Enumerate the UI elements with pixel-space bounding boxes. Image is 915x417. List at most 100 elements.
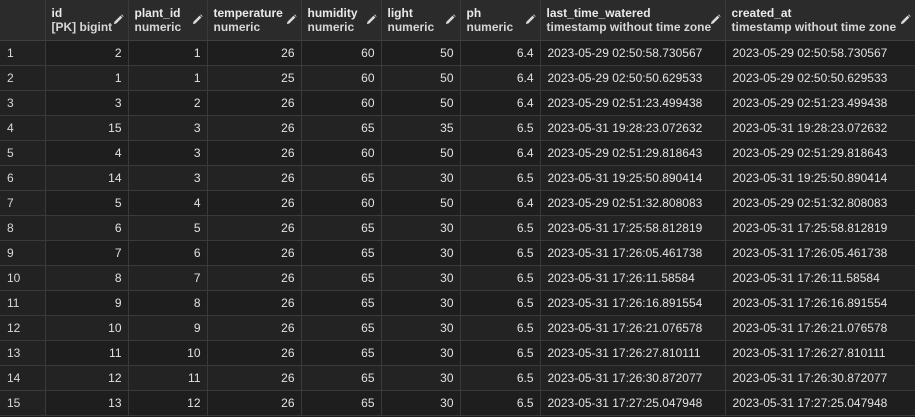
plant-id-cell[interactable]: 3	[128, 165, 208, 191]
light-cell[interactable]: 30	[381, 215, 461, 241]
ph-cell[interactable]: 6.5	[460, 215, 541, 241]
row-number-cell[interactable]: 6	[0, 165, 46, 191]
humidity-cell[interactable]: 65	[301, 365, 382, 391]
pencil-icon[interactable]	[525, 12, 536, 25]
row-number-cell[interactable]: 2	[0, 65, 46, 91]
created-at-cell[interactable]: 2023-05-31 17:26:27.810111	[725, 340, 915, 366]
table-row[interactable]: 8 6 5 26 65 30 6.5 2023-05-31 17:25:58.812819 20…	[0, 215, 915, 241]
humidity-cell[interactable]: 65	[301, 165, 382, 191]
created-at-cell[interactable]: 2023-05-29 02:51:32.808083	[725, 190, 915, 216]
id-cell[interactable]: 9	[45, 290, 129, 316]
humidity-cell[interactable]: 65	[301, 215, 382, 241]
ph-cell[interactable]: 6.4	[460, 190, 541, 216]
temperature-cell[interactable]: 26	[207, 240, 302, 266]
id-cell[interactable]: 13	[45, 390, 129, 416]
created-at-cell[interactable]: 2023-05-31 17:26:11.58584	[725, 265, 915, 291]
created-at-cell[interactable]: 2023-05-31 17:25:58.812819	[725, 215, 915, 241]
pencil-icon[interactable]	[445, 12, 456, 25]
temperature-cell[interactable]: 26	[207, 215, 302, 241]
light-cell[interactable]: 30	[381, 165, 461, 191]
id-cell[interactable]: 4	[45, 140, 129, 166]
plant-id-cell[interactable]: 4	[128, 190, 208, 216]
row-number-cell[interactable]: 15	[0, 390, 46, 416]
id-cell[interactable]: 11	[45, 340, 129, 366]
column-header-id[interactable]: id [PK] bigint	[45, 0, 129, 41]
id-cell[interactable]: 10	[45, 315, 129, 341]
plant-id-cell[interactable]: 8	[128, 290, 208, 316]
table-row[interactable]: 6 14 3 26 65 30 6.5 2023-05-31 19:25:50.890414 2…	[0, 165, 915, 191]
ph-cell[interactable]: 6.5	[460, 165, 541, 191]
light-cell[interactable]: 30	[381, 240, 461, 266]
plant-id-cell[interactable]: 7	[128, 265, 208, 291]
ph-cell[interactable]: 6.5	[460, 340, 541, 366]
humidity-cell[interactable]: 65	[301, 390, 382, 416]
humidity-cell[interactable]: 65	[301, 290, 382, 316]
temperature-cell[interactable]: 26	[207, 365, 302, 391]
row-number-cell[interactable]: 12	[0, 315, 46, 341]
light-cell[interactable]: 30	[381, 390, 461, 416]
light-cell[interactable]: 50	[381, 65, 461, 91]
light-cell[interactable]: 35	[381, 115, 461, 141]
ph-cell[interactable]: 6.4	[460, 140, 541, 166]
ph-cell[interactable]: 6.4	[460, 90, 541, 116]
id-cell[interactable]: 14	[45, 165, 129, 191]
temperature-cell[interactable]: 26	[207, 390, 302, 416]
plant-id-cell[interactable]: 10	[128, 340, 208, 366]
id-cell[interactable]: 12	[45, 365, 129, 391]
id-cell[interactable]: 7	[45, 240, 129, 266]
light-cell[interactable]: 50	[381, 40, 461, 66]
light-cell[interactable]: 50	[381, 140, 461, 166]
light-cell[interactable]: 30	[381, 265, 461, 291]
row-number-cell[interactable]: 4	[0, 115, 46, 141]
table-row[interactable]: 13 11 10 26 65 30 6.5 2023-05-31 17:26:27.81011…	[0, 340, 915, 366]
created-at-cell[interactable]: 2023-05-29 02:50:50.629533	[725, 65, 915, 91]
created-at-cell[interactable]: 2023-05-31 19:28:23.072632	[725, 115, 915, 141]
pencil-icon[interactable]	[366, 12, 377, 25]
table-row[interactable]: 5 4 3 26 60 50 6.4 2023-05-29 02:51:29.818643 20…	[0, 140, 915, 166]
created-at-cell[interactable]: 2023-05-31 17:27:25.047948	[725, 390, 915, 416]
created-at-cell[interactable]: 2023-05-29 02:50:58.730567	[725, 40, 915, 66]
ph-cell[interactable]: 6.5	[460, 240, 541, 266]
light-cell[interactable]: 50	[381, 90, 461, 116]
last-time-watered-cell[interactable]: 2023-05-31 17:26:05.461738	[540, 240, 726, 266]
id-cell[interactable]: 8	[45, 265, 129, 291]
temperature-cell[interactable]: 26	[207, 265, 302, 291]
row-number-header[interactable]	[0, 0, 46, 41]
plant-id-cell[interactable]: 5	[128, 215, 208, 241]
ph-cell[interactable]: 6.5	[460, 265, 541, 291]
light-cell[interactable]: 50	[381, 190, 461, 216]
ph-cell[interactable]: 6.5	[460, 290, 541, 316]
column-header-ph[interactable]: ph numeric	[460, 0, 541, 41]
last-time-watered-cell[interactable]: 2023-05-31 19:25:50.890414	[540, 165, 726, 191]
table-row[interactable]: 3 3 2 26 60 50 6.4 2023-05-29 02:51:23.499438 20…	[0, 90, 915, 116]
id-cell[interactable]: 3	[45, 90, 129, 116]
column-header-plant-id[interactable]: plant_id numeric	[128, 0, 208, 41]
column-header-light[interactable]: light numeric	[381, 0, 461, 41]
plant-id-cell[interactable]: 3	[128, 140, 208, 166]
humidity-cell[interactable]: 60	[301, 65, 382, 91]
row-number-cell[interactable]: 8	[0, 215, 46, 241]
table-row[interactable]: 11 9 8 26 65 30 6.5 2023-05-31 17:26:16.891554 2…	[0, 290, 915, 316]
table-row[interactable]: 15 13 12 26 65 30 6.5 2023-05-31 17:27:25.04794…	[0, 390, 915, 416]
pencil-icon[interactable]	[286, 12, 297, 25]
plant-id-cell[interactable]: 1	[128, 65, 208, 91]
humidity-cell[interactable]: 65	[301, 315, 382, 341]
row-number-cell[interactable]: 14	[0, 365, 46, 391]
column-header-last-time-watered[interactable]: last_time_watered timestamp without time …	[540, 0, 726, 41]
created-at-cell[interactable]: 2023-05-31 19:25:50.890414	[725, 165, 915, 191]
table-row[interactable]: 7 5 4 26 60 50 6.4 2023-05-29 02:51:32.808083 20…	[0, 190, 915, 216]
temperature-cell[interactable]: 26	[207, 315, 302, 341]
table-row[interactable]: 4 15 3 26 65 35 6.5 2023-05-31 19:28:23.072632 2…	[0, 115, 915, 141]
column-header-temperature[interactable]: temperature numeric	[207, 0, 302, 41]
created-at-cell[interactable]: 2023-05-31 17:26:16.891554	[725, 290, 915, 316]
light-cell[interactable]: 30	[381, 340, 461, 366]
created-at-cell[interactable]: 2023-05-29 02:51:23.499438	[725, 90, 915, 116]
temperature-cell[interactable]: 25	[207, 65, 302, 91]
plant-id-cell[interactable]: 3	[128, 115, 208, 141]
pencil-icon[interactable]	[900, 12, 911, 25]
id-cell[interactable]: 15	[45, 115, 129, 141]
temperature-cell[interactable]: 26	[207, 165, 302, 191]
row-number-cell[interactable]: 10	[0, 265, 46, 291]
last-time-watered-cell[interactable]: 2023-05-31 17:25:58.812819	[540, 215, 726, 241]
